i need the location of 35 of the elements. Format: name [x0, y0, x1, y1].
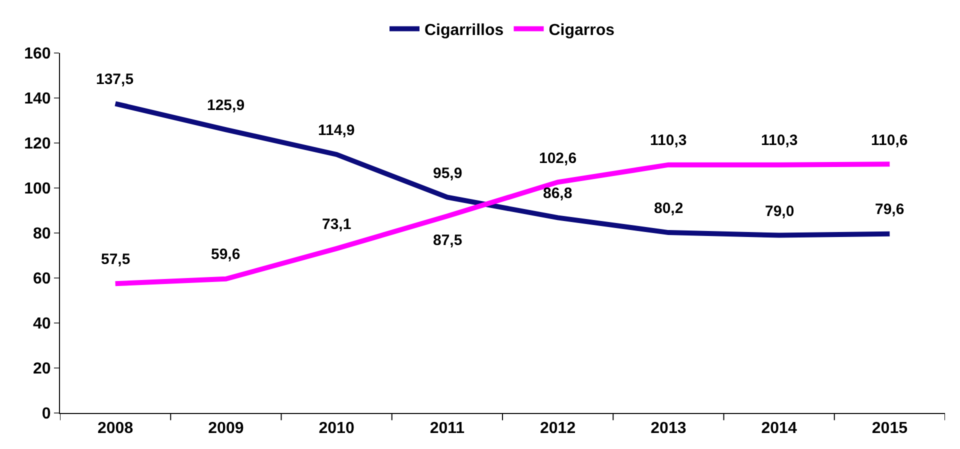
x-tick-label: 2014 [761, 420, 797, 438]
data-label: 95,9 [433, 165, 462, 182]
x-tick-label: 2009 [208, 420, 244, 438]
data-label: 125,9 [207, 97, 245, 114]
data-label: 59,6 [211, 246, 240, 263]
y-tick-label: 40 [33, 316, 51, 333]
y-tick-label: 120 [24, 136, 51, 153]
x-tick-label: 2008 [98, 420, 134, 438]
data-label: 80,2 [654, 200, 684, 217]
y-tick-label: 160 [24, 46, 51, 63]
data-label: 79,6 [875, 201, 904, 218]
y-tick-label: 60 [33, 270, 51, 288]
data-label: 137,5 [96, 71, 134, 88]
y-tick-label: 140 [24, 90, 51, 108]
x-tick-label: 2010 [318, 420, 354, 438]
data-label: 87,5 [433, 232, 462, 249]
data-label: 57,5 [101, 251, 130, 268]
data-label: 114,9 [318, 122, 355, 139]
data-label: 79,0 [765, 203, 794, 220]
data-label: 110,3 [761, 132, 798, 149]
y-tick-label: 80 [33, 226, 51, 243]
x-tick-label: 2013 [650, 420, 686, 438]
legend-label: Cigarros [548, 22, 615, 39]
data-label: 86,8 [543, 185, 572, 202]
data-label: 110,6 [871, 132, 908, 149]
data-label: 73,1 [322, 216, 352, 233]
data-label: 102,6 [539, 150, 577, 167]
data-label: 110,3 [650, 132, 687, 149]
x-tick-label: 2015 [872, 420, 908, 438]
y-tick-label: 100 [24, 180, 51, 198]
x-tick-label: 2011 [430, 420, 465, 438]
legend-label: Cigarrillos [424, 22, 504, 39]
x-tick-label: 2012 [540, 420, 576, 438]
y-tick-label: 20 [33, 360, 51, 378]
y-tick-label: 0 [42, 406, 51, 423]
